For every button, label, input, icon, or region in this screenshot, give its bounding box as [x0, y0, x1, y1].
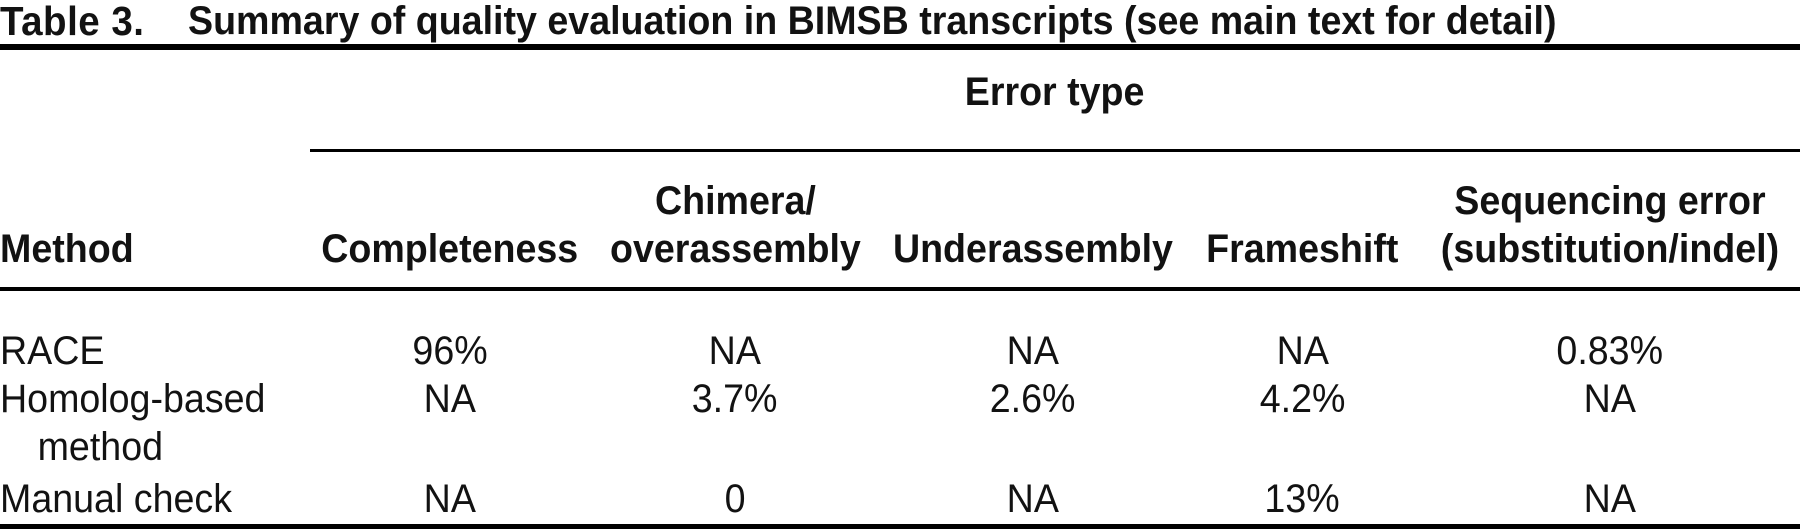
row-homolog-method: Homolog-based method [0, 375, 310, 471]
error-type-spanner: Error type [310, 50, 1800, 152]
column-header-label: Method [0, 227, 134, 271]
cell-value: 13% [1264, 477, 1341, 521]
spanner-spacer [0, 50, 310, 152]
table-number: Table 3. [0, 0, 145, 44]
error-type-label: Error type [965, 69, 1145, 114]
homolog-underassembly-cell: 2.6% [880, 375, 1185, 471]
cell-value: 2.6% [989, 377, 1076, 421]
table-caption: Table 3. Summary of quality evaluation i… [0, 0, 1800, 44]
bottom-rule [0, 524, 1800, 529]
cell-value: NA [1583, 477, 1637, 521]
race-underassembly-cell: NA [880, 291, 1185, 375]
homolog-frameshift-cell: 4.2% [1185, 375, 1420, 471]
manual-sequencing-error-cell: NA [1420, 471, 1800, 524]
column-header-method: Method [0, 152, 310, 291]
cell-value: NA [1583, 377, 1637, 421]
race-completeness-cell: 96% [310, 291, 590, 375]
method-name: Manual check [0, 477, 232, 521]
quality-evaluation-table: Error type Method Completeness Chimera/ … [0, 50, 1800, 524]
cell-value: 0.83% [1556, 329, 1664, 373]
homolog-sequencing-error-cell: NA [1420, 375, 1800, 471]
race-frameshift-cell: NA [1185, 291, 1420, 375]
homolog-completeness-cell: NA [310, 375, 590, 471]
race-sequencing-error-cell: 0.83% [1420, 291, 1800, 375]
cell-value: 0 [724, 477, 746, 521]
column-header-completeness: Completeness [310, 152, 590, 291]
column-header-frameshift: Frameshift [1185, 152, 1420, 291]
column-header-label: Sequencing error (substitution/indel) [1440, 179, 1780, 271]
cell-value: NA [1006, 477, 1059, 521]
cell-value: 3.7% [692, 377, 778, 421]
method-name: Homolog-based method [0, 377, 266, 469]
cell-value: NA [423, 377, 477, 421]
cell-value: NA [423, 477, 477, 521]
cell-value: NA [708, 329, 762, 373]
method-name: RACE [0, 329, 105, 373]
manual-frameshift-cell: 13% [1185, 471, 1420, 524]
manual-chimera-cell: 0 [590, 471, 880, 524]
cell-value: NA [1006, 329, 1059, 373]
column-header-label: Chimera/ overassembly [609, 179, 861, 271]
column-header-label: Underassembly [892, 227, 1173, 271]
column-header-chimera-overassembly: Chimera/ overassembly [590, 152, 880, 291]
column-header-underassembly: Underassembly [880, 152, 1185, 291]
cell-value: NA [1276, 329, 1329, 373]
column-header-label: Completeness [321, 227, 579, 271]
column-header-sequencing-error: Sequencing error (substitution/indel) [1420, 152, 1800, 291]
column-header-label: Frameshift [1206, 227, 1399, 271]
manual-underassembly-cell: NA [880, 471, 1185, 524]
cell-value: 4.2% [1259, 377, 1346, 421]
row-race-method: RACE [0, 291, 310, 375]
cell-value: 96% [412, 329, 488, 373]
row-manual-check-method: Manual check [0, 471, 310, 524]
homolog-chimera-cell: 3.7% [590, 375, 880, 471]
manual-completeness-cell: NA [310, 471, 590, 524]
table-caption-text: Summary of quality evaluation in BIMSB t… [187, 0, 1557, 43]
race-chimera-cell: NA [590, 291, 880, 375]
top-rule [0, 44, 1800, 50]
